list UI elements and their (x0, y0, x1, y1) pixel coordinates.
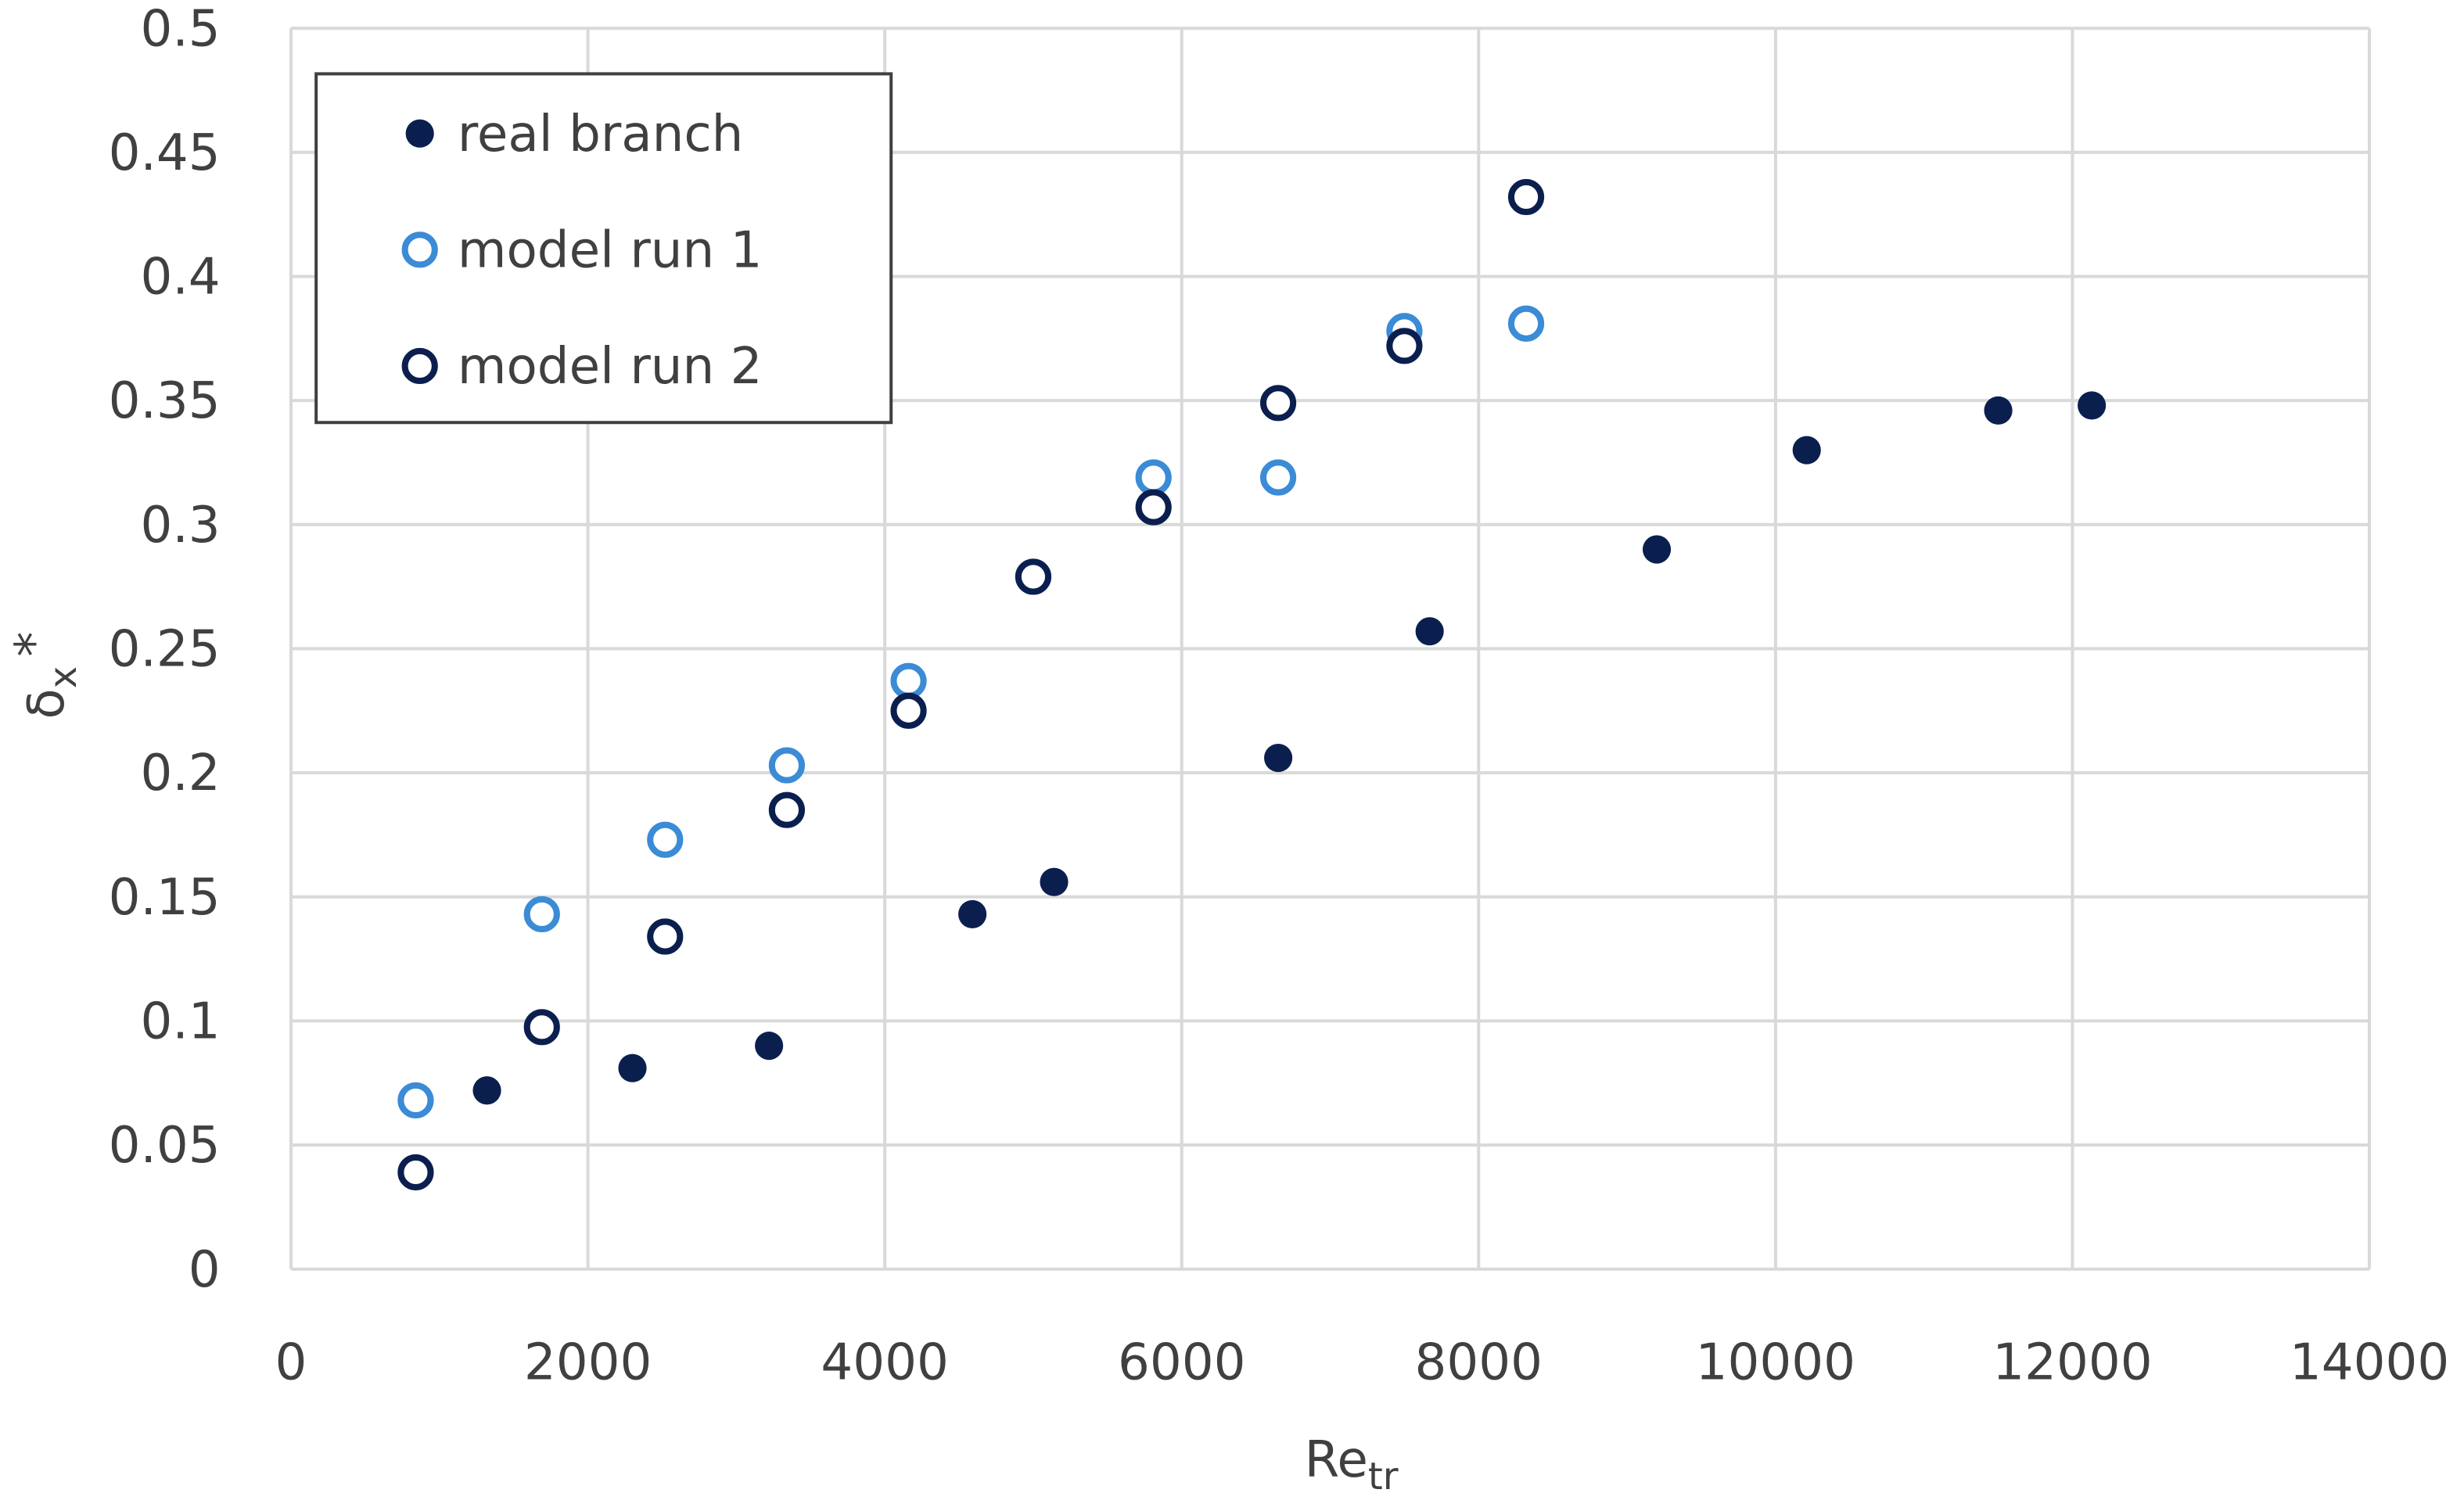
marker (1984, 396, 2013, 425)
legend-label: model run 1 (458, 221, 763, 279)
marker (1264, 743, 1293, 773)
marker (647, 821, 684, 858)
marker (1507, 305, 1545, 342)
y-label-sup: * (5, 632, 63, 657)
marker (397, 1154, 434, 1191)
y-tick-label: 0.4 (140, 248, 220, 307)
legend-label: model run 2 (458, 337, 763, 396)
x-label-main: Re (1305, 1430, 1368, 1489)
marker (1135, 459, 1172, 496)
x-tick-label: 12000 (1992, 1333, 2152, 1391)
y-tick-label: 0.45 (109, 124, 221, 182)
marker (890, 692, 927, 729)
marker (1135, 489, 1172, 526)
x-label-sub: tr (1368, 1455, 1399, 1498)
marker (523, 895, 560, 933)
legend-marker (401, 347, 438, 385)
x-tick-label: 2000 (524, 1333, 652, 1391)
marker (1015, 558, 1052, 595)
y-tick-label: 0.1 (140, 992, 220, 1050)
marker (768, 791, 805, 828)
x-tick-label: 8000 (1415, 1333, 1543, 1391)
marker (618, 1053, 647, 1082)
marker (2078, 391, 2107, 420)
grid (289, 27, 2372, 1271)
marker (1259, 459, 1297, 496)
x-tick-label: 6000 (1118, 1333, 1246, 1391)
x-tick-label: 0 (275, 1333, 307, 1391)
legend-marker (401, 231, 438, 268)
y-tick-label: 0.2 (140, 744, 220, 802)
y-label-sub: x (41, 666, 85, 689)
marker (523, 1009, 560, 1046)
y-tick-label: 0.3 (140, 496, 220, 555)
marker (472, 1076, 501, 1105)
legend-marker (405, 119, 434, 148)
marker (1642, 535, 1672, 564)
marker (890, 662, 927, 699)
marker (647, 918, 684, 955)
y-axis-label: δx * (5, 632, 85, 720)
y-tick-label: 0.15 (109, 868, 221, 927)
marker (1259, 385, 1297, 422)
x-tick-label: 4000 (821, 1333, 949, 1391)
marker (1415, 617, 1444, 646)
marker (958, 899, 987, 929)
marker (768, 747, 805, 784)
legend-label: real branch (458, 105, 744, 163)
marker (397, 1082, 434, 1119)
y-tick-label: 0 (189, 1240, 221, 1299)
marker (1386, 328, 1423, 364)
x-tick-label: 10000 (1696, 1333, 1855, 1391)
y-label-main: δ (17, 688, 76, 719)
marker (1040, 867, 1069, 896)
marker (755, 1032, 784, 1061)
marker (1507, 178, 1545, 216)
marker (1792, 436, 1821, 465)
x-axis-label: Retr (1305, 1430, 1399, 1498)
y-tick-label: 0.25 (109, 620, 221, 679)
x-tick-label: 14000 (2290, 1333, 2449, 1391)
y-tick-label: 0.05 (109, 1116, 221, 1175)
y-tick-label: 0.5 (140, 0, 220, 58)
y-tick-label: 0.35 (109, 371, 221, 430)
